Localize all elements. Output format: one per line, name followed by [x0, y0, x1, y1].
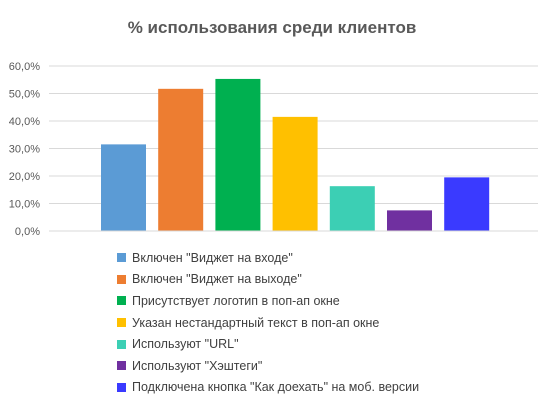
legend-swatch — [117, 274, 126, 284]
legend: Включен "Виджет на входе" Включен "Виджет… — [117, 247, 537, 398]
bar — [158, 88, 204, 231]
legend-swatch — [117, 361, 126, 371]
bar — [101, 144, 146, 231]
bar-chart: 0,0% 10,0% 20,0% 30,0% 40,0% 50,0% 60,0% — [9, 61, 538, 238]
legend-swatch — [117, 296, 126, 306]
legend-item: Указан нестандартный текст в поп-ап окне — [117, 312, 537, 334]
legend-item: Включен "Виджет на выходе" — [117, 269, 537, 291]
y-tick-label: 50,0% — [9, 89, 40, 101]
legend-label: Используют "Хэштеги" — [132, 358, 263, 373]
bar — [215, 78, 261, 231]
legend-item: Используют "URL" — [117, 333, 537, 355]
legend-label: Включен "Виджет на выходе" — [132, 272, 302, 287]
y-tick-label: 0,0% — [15, 226, 40, 238]
legend-swatch — [117, 382, 126, 392]
bar — [329, 186, 375, 231]
y-tick-label: 40,0% — [9, 116, 40, 128]
y-tick-label: 10,0% — [9, 199, 40, 211]
bars — [101, 78, 490, 231]
legend-label: Используют "URL" — [132, 337, 239, 352]
legend-item: Включен "Виджет на входе" — [117, 247, 537, 269]
y-tick-label: 20,0% — [9, 171, 40, 183]
legend-swatch — [117, 339, 126, 349]
bar — [444, 177, 490, 231]
bar — [387, 210, 432, 231]
y-tick-label: 30,0% — [9, 144, 40, 156]
legend-item: Подключена кнопка "Как доехать" на моб. … — [117, 377, 537, 399]
legend-label: Указан нестандартный текст в поп-ап окне — [132, 315, 380, 330]
chart-title: % использования среди клиентов — [127, 18, 417, 37]
y-axis-ticks: 0,0% 10,0% 20,0% 30,0% 40,0% 50,0% 60,0% — [9, 61, 40, 238]
legend-label: Присутствует логотип в поп-ап окне — [132, 293, 340, 308]
bar — [272, 116, 318, 231]
legend-item: Используют "Хэштеги" — [117, 355, 537, 377]
legend-item: Присутствует логотип в поп-ап окне — [117, 290, 537, 312]
legend-label: Подключена кнопка "Как доехать" на моб. … — [132, 380, 420, 395]
legend-swatch — [117, 253, 126, 263]
legend-label: Включен "Виджет на входе" — [132, 250, 293, 265]
y-tick-label: 60,0% — [9, 61, 40, 73]
legend-swatch — [117, 318, 126, 328]
